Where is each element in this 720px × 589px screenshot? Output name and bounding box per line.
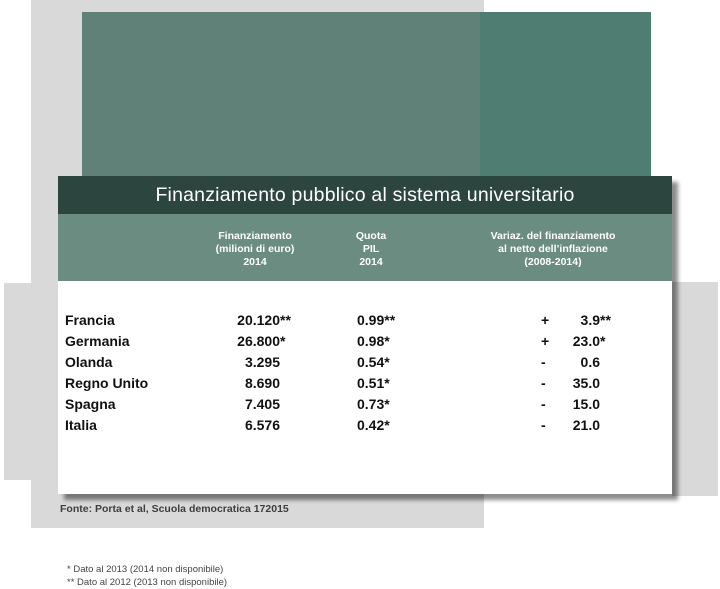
table-body: Francia 20.120 ** 0.99** +3.9 ** Germania … [58,281,672,588]
cell-country: Germania [65,333,130,349]
cell-change: - 15.0 [541,394,616,415]
cell-gdp-share: 0.98* [357,333,390,349]
cell-funding-note [280,394,296,415]
cell-change-value: 0.6 [580,354,600,370]
cell-change-sign: + [541,312,550,328]
column-header-line: 2014 [243,256,267,268]
column-header-line: 2014 [359,256,383,268]
cell-funding: 7.405 [160,394,296,415]
table-row-olanda: Olanda 3.295 0.54* - 0.6 [58,352,672,373]
column-header-change: Variaz. del finanziamento al netto dell’… [485,230,621,269]
column-header-funding: Finanziamento (milioni di euro) 2014 [185,230,325,269]
decor-gray-left-band [4,283,58,480]
table-header-row: Finanziamento (milioni di euro) 2014 Quo… [58,214,672,281]
cell-funding: 20.120 ** [160,310,296,331]
cell-funding-value: 7.405 [244,396,280,412]
cell-country: Olanda [65,354,113,370]
cell-change-sign: - [541,396,546,412]
cell-funding-note [280,415,296,436]
column-header-line: al netto dell’inflazione [498,243,608,255]
cell-change-sign: - [541,354,546,370]
cell-country: Spagna [65,396,116,412]
cell-funding-note [280,352,296,373]
column-header-line: (2008-2014) [524,256,582,268]
cell-funding-value: 3.295 [244,354,280,370]
column-header-line: Finanziamento [218,230,292,242]
table-row-regno-unito: Regno Unito 8.690 0.51* - 35.0 [58,373,672,394]
cell-change: - 35.0 [541,373,616,394]
cell-country: Francia [65,312,115,328]
source-note: Fonte: Porta et al, Scuola democratica 1… [60,503,289,515]
cell-change-value: 21.0 [572,417,600,433]
footnote-double-asterisk: ** Dato al 2012 (2013 non disponibile) [67,577,228,588]
decor-gray-right-band [672,282,718,496]
cell-change: +3.9 ** [541,310,616,331]
cell-change-sign: - [541,375,546,391]
cell-funding: 26.800 * [160,331,296,352]
cell-funding: 3.295 [160,352,296,373]
cell-change: - 21.0 [541,415,616,436]
table-row-francia: Francia 20.120 ** 0.99** +3.9 ** [58,310,672,331]
cell-change-note [600,394,616,415]
cell-funding-value: 6.576 [244,417,280,433]
column-header-line: PIL [362,243,380,255]
table-row-spagna: Spagna 7.405 0.73* - 15.0 [58,394,672,415]
footnotes-block: * Dato al 2013 (2014 non disponibile) **… [67,563,227,589]
cell-change-value: 23.0 [572,333,600,349]
cell-funding: 8.690 [160,373,296,394]
cell-funding-value: 8.690 [244,375,280,391]
cell-change-note [600,352,616,373]
slide-title: Finanziamento pubblico al sistema univer… [155,183,575,206]
column-header-gdp-share: Quota PIL 2014 [341,230,401,269]
cell-change: +23.0 * [541,331,616,352]
table-row-germania: Germania 26.800 * 0.98* +23.0 * [58,331,672,352]
cell-change-value: 15.0 [572,396,600,412]
cell-funding-value: 26.800 [237,333,280,349]
cell-gdp-share: 0.51* [357,375,390,391]
cell-funding-value: 20.120 [237,312,280,328]
slide-canvas: { "slide": { "title": "Finanziamento pub… [4,0,718,588]
cell-gdp-share: 0.42* [357,417,390,433]
cell-change-note: ** [600,312,611,328]
cell-change-note [600,373,616,394]
cell-change-sign: + [541,333,550,349]
cell-country: Regno Unito [65,375,149,391]
cell-gdp-share: 0.99** [357,312,396,328]
cell-funding-note: ** [280,312,291,328]
cell-change-note [600,415,616,436]
cell-change-value: 3.9 [580,312,600,328]
cell-funding-note: * [280,333,286,349]
cell-change-sign: - [541,417,546,433]
cell-funding: 6.576 [160,415,296,436]
cell-gdp-share: 0.54* [357,354,390,370]
cell-change-value: 35.0 [572,375,600,391]
cell-country: Italia [65,417,97,433]
table-title-bar: Finanziamento pubblico al sistema univer… [58,176,672,214]
column-header-line: (milioni di euro) [215,243,295,255]
cell-change-note: * [600,333,606,349]
table-card: Finanziamento pubblico al sistema univer… [58,176,672,588]
column-header-line: Variaz. del finanziamento [490,230,616,242]
footnote-single-asterisk: * Dato al 2013 (2014 non disponibile) [67,564,224,575]
cell-gdp-share: 0.73* [357,396,390,412]
cell-change: - 0.6 [541,352,616,373]
cell-funding-note [280,373,296,394]
table-row-italia: Italia 6.576 0.42* - 21.0 [58,415,672,436]
column-header-line: Quota [355,230,387,242]
